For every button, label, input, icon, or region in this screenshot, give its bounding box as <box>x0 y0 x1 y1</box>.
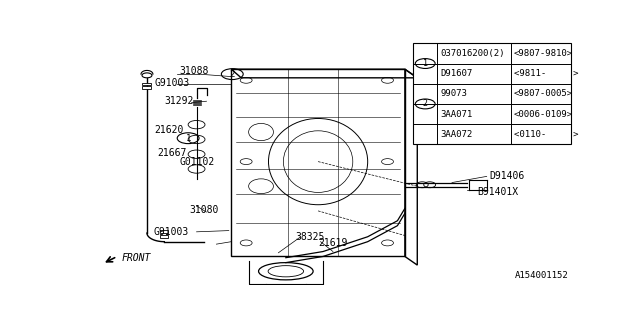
Text: A154001152: A154001152 <box>515 271 568 280</box>
Text: D91607: D91607 <box>440 69 472 78</box>
Text: 38325: 38325 <box>296 233 325 243</box>
Text: <9811-     >: <9811- > <box>513 69 578 78</box>
Text: 2: 2 <box>230 70 235 79</box>
Text: 2: 2 <box>422 100 428 108</box>
Text: 1: 1 <box>422 59 428 68</box>
Bar <box>413 43 571 144</box>
Text: 21619: 21619 <box>318 238 348 248</box>
Text: 31080: 31080 <box>189 205 218 215</box>
Text: <9807-0005>: <9807-0005> <box>513 89 573 98</box>
Text: 3AA071: 3AA071 <box>440 109 472 118</box>
Text: 3AA072: 3AA072 <box>440 130 472 139</box>
Text: G91003: G91003 <box>154 227 189 237</box>
Text: <0006-0109>: <0006-0109> <box>513 109 573 118</box>
Text: 1: 1 <box>186 134 191 143</box>
Bar <box>143 83 152 85</box>
Bar <box>161 235 168 238</box>
Text: 037016200(2): 037016200(2) <box>440 49 504 58</box>
Text: G01102: G01102 <box>179 156 214 167</box>
Text: <0110-     >: <0110- > <box>513 130 578 139</box>
Text: 21667: 21667 <box>157 148 186 158</box>
Text: G91003: G91003 <box>154 78 189 88</box>
Text: 21620: 21620 <box>154 124 184 135</box>
Text: <9807-9810>: <9807-9810> <box>513 49 573 58</box>
Text: B91401X: B91401X <box>477 187 518 197</box>
Text: 99073: 99073 <box>440 89 467 98</box>
Bar <box>161 230 168 233</box>
Text: 31292: 31292 <box>164 96 194 106</box>
Bar <box>143 86 152 89</box>
Text: D91406: D91406 <box>489 171 524 181</box>
Text: 31088: 31088 <box>179 66 209 76</box>
Text: FRONT: FRONT <box>121 253 150 263</box>
